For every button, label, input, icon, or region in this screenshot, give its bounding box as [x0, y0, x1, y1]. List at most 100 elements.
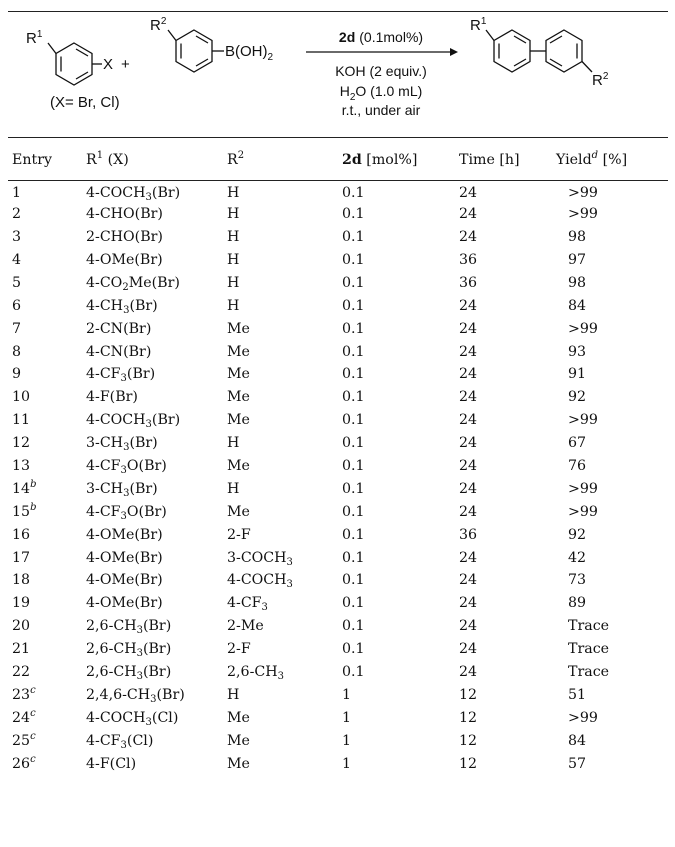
- table-row: 19 4-OMe(Br) 4-CF3 0.1 24 89: [12, 592, 656, 615]
- cell-r1: 4-OMe(Br): [86, 572, 163, 589]
- table-row: 22 2,6-CH3(Br) 2,6-CH3 0.1 24 Trace: [12, 661, 656, 684]
- cell-time: 24: [459, 641, 478, 658]
- cell-cat: 0.1: [342, 458, 365, 475]
- cell-r1: 4-OMe(Br): [86, 252, 163, 269]
- cell-r1: 4-CN(Br): [86, 343, 152, 360]
- cell-yield: 42: [568, 549, 587, 566]
- cell-yield: Trace: [568, 664, 610, 681]
- cell-cat: 0.1: [342, 185, 365, 202]
- cell-entry: 5: [12, 274, 22, 291]
- table-row: 17 4-OMe(Br) 3-COCH3 0.1 24 42: [12, 546, 656, 569]
- cell-cat: 0.1: [342, 274, 365, 291]
- table-row: 12 3-CH3(Br) H 0.1 24 67: [12, 432, 656, 455]
- cell-r2: H: [227, 229, 240, 246]
- cell-r1: 4-CH3(Br): [86, 297, 158, 316]
- results-table: Entry R1 (X) R2 2d [mol%] Time [h] Yield…: [12, 139, 656, 775]
- cell-r1: 4-OMe(Br): [86, 595, 163, 612]
- cell-time: 12: [459, 732, 478, 749]
- cell-entry: 24c: [12, 707, 36, 726]
- cell-time: 24: [459, 595, 478, 612]
- cell-cat: 0.1: [342, 412, 365, 429]
- cell-r1: 4-CF3(Br): [86, 366, 156, 385]
- table-row: 21 2,6-CH3(Br) 2-F 0.1 24 Trace: [12, 638, 656, 661]
- cell-time: 24: [459, 480, 478, 497]
- table-header-bottom-rule: [8, 180, 668, 181]
- cell-r2: H: [227, 686, 240, 703]
- base-label: KOH (2 equiv.): [335, 63, 427, 79]
- product-r1-substituent: R1: [470, 16, 487, 34]
- cell-r1: 4-COCH3(Cl): [86, 709, 179, 728]
- cell-cat: 1: [342, 709, 352, 726]
- reaction-scheme: R1 X + R2 B(OH)2 (X= Br, Cl) 2d (0.1mol%)…: [26, 16, 609, 118]
- cell-entry: 12: [12, 435, 31, 452]
- table-row: 13 4-CF3O(Br) Me 0.1 24 76: [12, 455, 656, 478]
- product-r2-substituent: R2: [592, 71, 609, 89]
- cell-r1: 4-F(Br): [86, 389, 138, 406]
- cell-r1: 4-COCH3(Br): [86, 412, 181, 431]
- cell-r2: Me: [227, 320, 250, 337]
- cell-r1: 3-CH3(Br): [86, 480, 158, 499]
- table-row: 4 4-OMe(Br) H 0.1 36 97: [12, 249, 656, 272]
- cell-cat: 0.1: [342, 595, 365, 612]
- cell-r1: 2-CN(Br): [86, 320, 152, 337]
- cell-cat: 0.1: [342, 549, 365, 566]
- cell-time: 24: [459, 435, 478, 452]
- cell-time: 36: [459, 526, 478, 543]
- cell-time: 24: [459, 343, 478, 360]
- header-r2: R2: [227, 149, 245, 168]
- cell-entry: 1: [12, 185, 22, 202]
- halide-note: (X= Br, Cl): [50, 94, 120, 111]
- cell-cat: 0.1: [342, 343, 365, 360]
- cell-cat: 0.1: [342, 572, 365, 589]
- cell-r2: Me: [227, 366, 250, 383]
- cell-yield: >99: [568, 206, 598, 223]
- cell-time: 24: [459, 389, 478, 406]
- cell-cat: 0.1: [342, 206, 365, 223]
- cell-entry: 8: [12, 343, 22, 360]
- reaction-arrow: [306, 48, 458, 56]
- cell-r1: 4-CF3O(Br): [86, 458, 167, 477]
- cell-time: 24: [459, 618, 478, 635]
- cell-entry: 14b: [12, 478, 37, 497]
- cell-yield: 98: [568, 229, 587, 246]
- cell-entry: 13: [12, 458, 31, 475]
- cell-r2: Me: [227, 732, 250, 749]
- cell-yield: >99: [568, 480, 598, 497]
- cell-yield: >99: [568, 412, 598, 429]
- cell-entry: 3: [12, 229, 22, 246]
- cell-r2: 2,6-CH3: [227, 664, 284, 683]
- table-row: 9 4-CF3(Br) Me 0.1 24 91: [12, 363, 656, 386]
- cell-entry: 21: [12, 641, 31, 658]
- header-time: Time [h]: [459, 151, 520, 168]
- cell-time: 36: [459, 274, 478, 291]
- table-row: 6 4-CH3(Br) H 0.1 24 84: [12, 294, 656, 317]
- table-row: 2 4-CHO(Br) H 0.1 24 >99: [12, 203, 656, 226]
- table-row: 24c 4-COCH3(Cl) Me 1 12 >99: [12, 706, 656, 729]
- cell-yield: 67: [568, 435, 587, 452]
- header-yield: Yieldd [%]: [556, 149, 628, 168]
- cell-r1: 4-F(Cl): [86, 755, 137, 772]
- cell-r1: 2,4,6-CH3(Br): [86, 686, 185, 705]
- cell-r2: 2-F: [227, 526, 251, 543]
- cell-cat: 0.1: [342, 229, 365, 246]
- cell-yield: 91: [568, 366, 587, 383]
- cell-yield: >99: [568, 709, 598, 726]
- reactant1-substituent: R1: [26, 29, 43, 47]
- biaryl-product-structure: [485, 29, 593, 73]
- table-row: 25c 4-CF3(Cl) Me 1 12 84: [12, 729, 656, 752]
- cell-yield: 89: [568, 595, 587, 612]
- cell-entry: 11: [12, 412, 31, 429]
- cell-yield: 73: [568, 572, 587, 589]
- cell-r2: Me: [227, 389, 250, 406]
- table-row: 14b 3-CH3(Br) H 0.1 24 >99: [12, 478, 656, 501]
- table-row: 7 2-CN(Br) Me 0.1 24 >99: [12, 317, 656, 340]
- cell-entry: 7: [12, 320, 22, 337]
- cell-time: 24: [459, 412, 478, 429]
- conditions-label: r.t., under air: [342, 102, 421, 118]
- table-row: 23c 2,4,6-CH3(Br) H 1 12 51: [12, 684, 656, 707]
- table-row: 3 2-CHO(Br) H 0.1 24 98: [12, 226, 656, 249]
- cell-r2: H: [227, 252, 240, 269]
- cell-yield: 57: [568, 755, 587, 772]
- cell-entry: 16: [12, 526, 31, 543]
- cell-time: 12: [459, 755, 478, 772]
